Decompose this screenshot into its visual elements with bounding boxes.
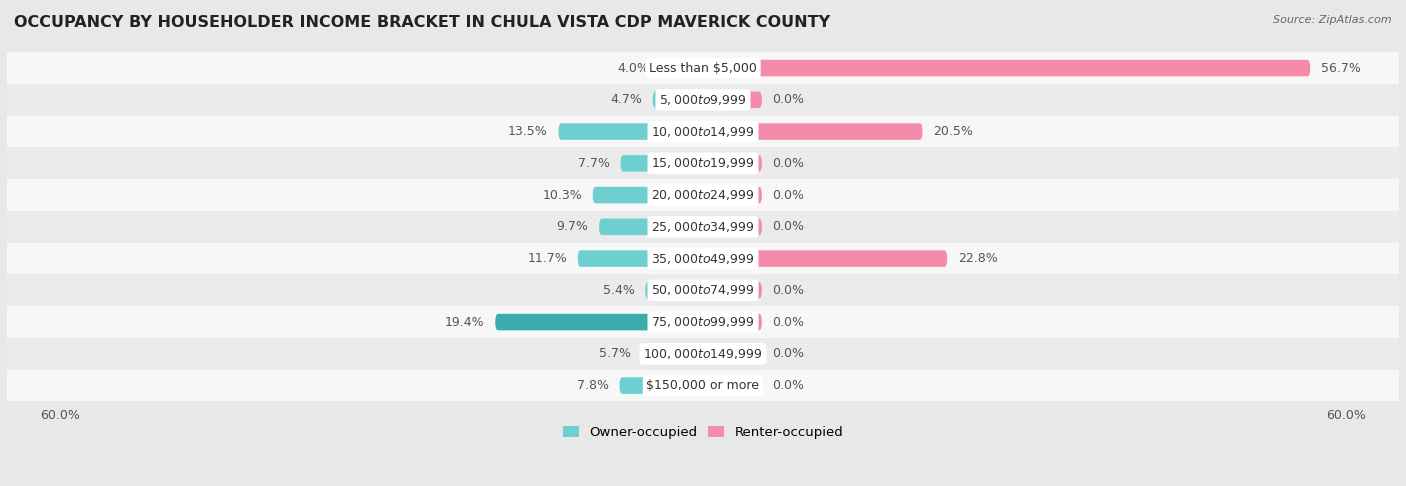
Text: 7.7%: 7.7% [578, 157, 610, 170]
Text: 19.4%: 19.4% [444, 315, 485, 329]
Text: 4.7%: 4.7% [610, 93, 643, 106]
Text: 0.0%: 0.0% [773, 189, 804, 202]
Text: 10.3%: 10.3% [543, 189, 582, 202]
FancyBboxPatch shape [620, 377, 703, 394]
Text: 0.0%: 0.0% [773, 284, 804, 297]
FancyBboxPatch shape [7, 179, 1399, 211]
FancyBboxPatch shape [7, 147, 1399, 179]
Text: 7.8%: 7.8% [576, 379, 609, 392]
Text: 0.0%: 0.0% [773, 315, 804, 329]
FancyBboxPatch shape [703, 155, 762, 172]
Text: 5.4%: 5.4% [603, 284, 634, 297]
FancyBboxPatch shape [643, 346, 703, 362]
FancyBboxPatch shape [645, 282, 703, 298]
Text: 20.5%: 20.5% [934, 125, 973, 138]
Text: 11.7%: 11.7% [527, 252, 567, 265]
FancyBboxPatch shape [703, 219, 762, 235]
FancyBboxPatch shape [703, 123, 922, 140]
Text: 0.0%: 0.0% [773, 220, 804, 233]
Text: Less than $5,000: Less than $5,000 [650, 62, 756, 74]
Text: $35,000 to $49,999: $35,000 to $49,999 [651, 252, 755, 265]
Text: $50,000 to $74,999: $50,000 to $74,999 [651, 283, 755, 297]
Legend: Owner-occupied, Renter-occupied: Owner-occupied, Renter-occupied [558, 421, 848, 444]
FancyBboxPatch shape [661, 60, 703, 76]
Text: OCCUPANCY BY HOUSEHOLDER INCOME BRACKET IN CHULA VISTA CDP MAVERICK COUNTY: OCCUPANCY BY HOUSEHOLDER INCOME BRACKET … [14, 15, 830, 30]
Text: $25,000 to $34,999: $25,000 to $34,999 [651, 220, 755, 234]
FancyBboxPatch shape [620, 155, 703, 172]
Text: 4.0%: 4.0% [617, 62, 650, 74]
FancyBboxPatch shape [495, 314, 703, 330]
FancyBboxPatch shape [7, 338, 1399, 370]
Text: $15,000 to $19,999: $15,000 to $19,999 [651, 156, 755, 170]
Text: 5.7%: 5.7% [599, 347, 631, 360]
FancyBboxPatch shape [599, 219, 703, 235]
FancyBboxPatch shape [703, 250, 948, 267]
Text: $5,000 to $9,999: $5,000 to $9,999 [659, 93, 747, 107]
FancyBboxPatch shape [593, 187, 703, 203]
FancyBboxPatch shape [703, 377, 762, 394]
FancyBboxPatch shape [7, 211, 1399, 243]
FancyBboxPatch shape [558, 123, 703, 140]
FancyBboxPatch shape [7, 306, 1399, 338]
FancyBboxPatch shape [652, 91, 703, 108]
Text: 0.0%: 0.0% [773, 93, 804, 106]
Text: $10,000 to $14,999: $10,000 to $14,999 [651, 124, 755, 139]
FancyBboxPatch shape [578, 250, 703, 267]
FancyBboxPatch shape [7, 370, 1399, 401]
Text: 0.0%: 0.0% [773, 347, 804, 360]
Text: 56.7%: 56.7% [1322, 62, 1361, 74]
Text: $100,000 to $149,999: $100,000 to $149,999 [644, 347, 762, 361]
Text: 22.8%: 22.8% [957, 252, 998, 265]
FancyBboxPatch shape [703, 282, 762, 298]
Text: 0.0%: 0.0% [773, 379, 804, 392]
FancyBboxPatch shape [703, 346, 762, 362]
Text: 0.0%: 0.0% [773, 157, 804, 170]
FancyBboxPatch shape [7, 84, 1399, 116]
FancyBboxPatch shape [703, 187, 762, 203]
Text: Source: ZipAtlas.com: Source: ZipAtlas.com [1274, 15, 1392, 25]
Text: 13.5%: 13.5% [508, 125, 548, 138]
FancyBboxPatch shape [703, 91, 762, 108]
FancyBboxPatch shape [7, 52, 1399, 84]
Text: $75,000 to $99,999: $75,000 to $99,999 [651, 315, 755, 329]
FancyBboxPatch shape [7, 275, 1399, 306]
FancyBboxPatch shape [703, 60, 1310, 76]
Text: 9.7%: 9.7% [557, 220, 588, 233]
FancyBboxPatch shape [7, 116, 1399, 147]
FancyBboxPatch shape [7, 243, 1399, 275]
Text: $20,000 to $24,999: $20,000 to $24,999 [651, 188, 755, 202]
Text: $150,000 or more: $150,000 or more [647, 379, 759, 392]
FancyBboxPatch shape [703, 314, 762, 330]
